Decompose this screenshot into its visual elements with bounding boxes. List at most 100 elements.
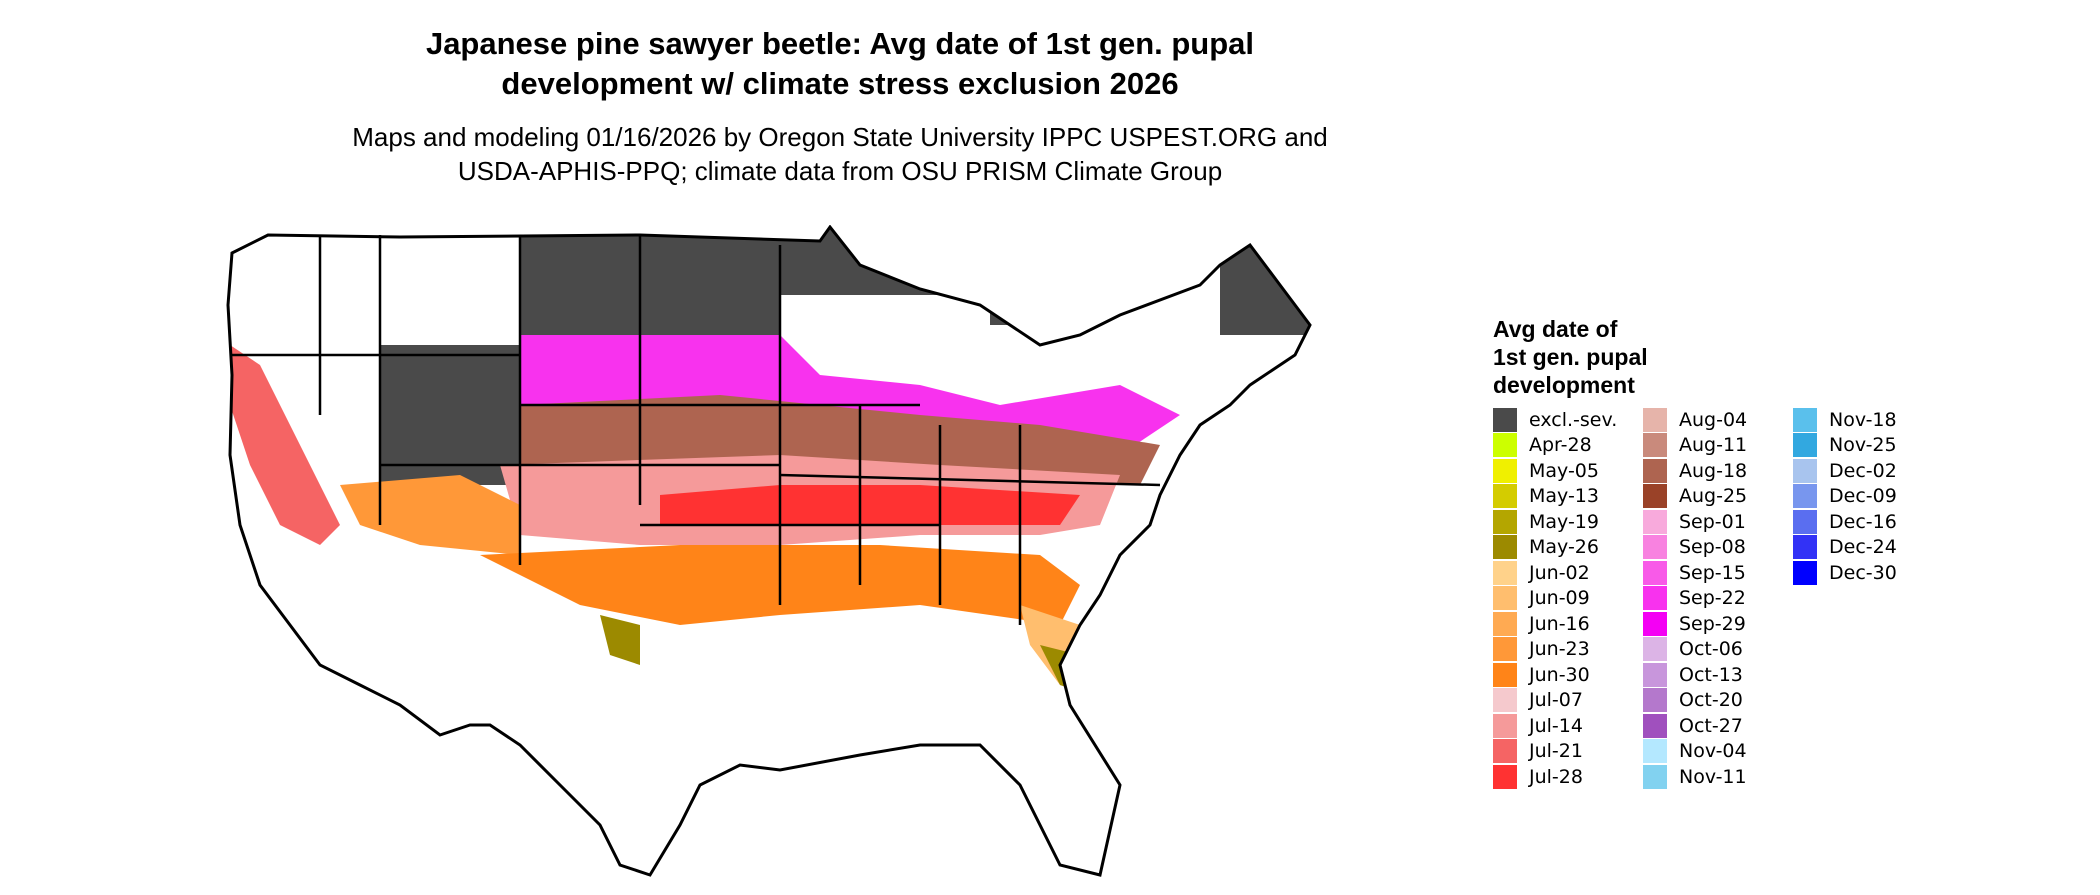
legend-label: Jul-14 — [1529, 714, 1583, 737]
legend-swatch — [1643, 713, 1667, 738]
legend-item: May-26 — [1493, 535, 1643, 561]
legend-item: Nov-18 — [1793, 407, 1943, 433]
legend-swatch — [1643, 458, 1667, 483]
legend-item: Jul-28 — [1493, 764, 1643, 790]
map-title-line-1: Japanese pine sawyer beetle: Avg date of… — [425, 26, 1255, 61]
legend-column: Nov-18 Nov-25 Dec-02 Dec-09 Dec-16 Dec-24 Dec-… — [1793, 407, 1943, 790]
legend-item: Jul-14 — [1493, 713, 1643, 739]
legend-label: Oct-20 — [1679, 689, 1743, 712]
legend-label: Jun-09 — [1529, 587, 1590, 610]
legend-item: Oct-06 — [1643, 637, 1793, 663]
legend-label: Dec-24 — [1829, 536, 1897, 559]
legend-item: Oct-13 — [1643, 662, 1793, 688]
legend-swatch — [1493, 509, 1517, 534]
legend-swatch — [1643, 535, 1667, 560]
legend-item: Dec-30 — [1793, 560, 1943, 586]
map-subtitle: Maps and modeling 01/16/2026 by Oregon S… — [230, 120, 1450, 188]
region-wyoming-excluded — [380, 345, 540, 485]
legend-swatch — [1793, 484, 1817, 509]
legend-label: Oct-27 — [1679, 714, 1743, 737]
legend-swatch — [1643, 611, 1667, 636]
legend-item: Jun-30 — [1493, 662, 1643, 688]
legend-label: Jun-16 — [1529, 612, 1590, 635]
legend-label: May-13 — [1529, 485, 1599, 508]
legend-label: Aug-11 — [1679, 434, 1748, 457]
legend-label: Jul-28 — [1529, 765, 1583, 788]
legend-label: Dec-09 — [1829, 485, 1897, 508]
legend-item: Jun-16 — [1493, 611, 1643, 637]
legend-column: Aug-04 Aug-11 Aug-18 Aug-25 Sep-01 Sep-08 Sep-… — [1643, 407, 1793, 790]
region-maine-excluded — [1220, 245, 1310, 335]
legend-swatch — [1793, 535, 1817, 560]
legend-swatch — [1493, 662, 1517, 687]
legend-swatch — [1493, 611, 1517, 636]
legend-item: Oct-27 — [1643, 713, 1793, 739]
legend-swatch — [1643, 586, 1667, 611]
legend-label: Aug-18 — [1679, 459, 1748, 482]
legend-label: Nov-04 — [1679, 740, 1747, 763]
legend-title-line-2: 1st gen. pupal — [1493, 344, 1648, 370]
legend-title-line-1: Avg date of — [1493, 316, 1618, 342]
legend-title: Avg date of 1st gen. pupal development — [1493, 315, 1943, 399]
legend-label: May-19 — [1529, 510, 1599, 533]
legend-label: Apr-28 — [1529, 434, 1592, 457]
legend-label: Oct-06 — [1679, 638, 1743, 661]
legend-label: Sep-22 — [1679, 587, 1746, 610]
legend-item: Nov-11 — [1643, 764, 1793, 790]
legend-item: Aug-25 — [1643, 484, 1793, 510]
legend-item: Oct-20 — [1643, 688, 1793, 714]
legend-label: Nov-11 — [1679, 765, 1747, 788]
legend-item: May-19 — [1493, 509, 1643, 535]
region-red-belt — [660, 485, 1080, 525]
legend-title-line-3: development — [1493, 372, 1635, 398]
legend-item: Jun-02 — [1493, 560, 1643, 586]
legend-item: Dec-16 — [1793, 509, 1943, 535]
legend-item: Sep-29 — [1643, 611, 1793, 637]
legend-label: Sep-01 — [1679, 510, 1746, 533]
legend-swatch — [1643, 407, 1667, 432]
legend-item: Jun-23 — [1493, 637, 1643, 663]
map-title: Japanese pine sawyer beetle: Avg date of… — [230, 24, 1450, 104]
region-upper-midwest-white — [780, 295, 990, 355]
legend-item: May-13 — [1493, 484, 1643, 510]
legend-label: Sep-15 — [1679, 561, 1746, 584]
legend-swatch — [1493, 458, 1517, 483]
legend-label: Nov-25 — [1829, 434, 1897, 457]
legend-swatch — [1493, 688, 1517, 713]
legend-label: Dec-02 — [1829, 459, 1897, 482]
legend-label: May-26 — [1529, 536, 1599, 559]
legend-label: Nov-18 — [1829, 408, 1897, 431]
legend-swatch — [1493, 713, 1517, 738]
legend-swatch — [1493, 484, 1517, 509]
legend-label: Jul-21 — [1529, 740, 1583, 763]
us-map — [226, 225, 1312, 877]
map-subtitle-line-2: USDA-APHIS-PPQ; climate data from OSU PR… — [457, 156, 1223, 186]
legend-label: Jun-02 — [1529, 561, 1590, 584]
legend-swatch — [1493, 764, 1517, 789]
legend-column: excl.-sev. Apr-28 May-05 May-13 May-19 May-26… — [1493, 407, 1643, 790]
legend-item: Nov-25 — [1793, 433, 1943, 459]
legend-swatch — [1793, 458, 1817, 483]
legend-label: Sep-29 — [1679, 612, 1746, 635]
legend-swatch — [1493, 586, 1517, 611]
legend-columns: excl.-sev. Apr-28 May-05 May-13 May-19 May-26… — [1493, 407, 1943, 790]
legend-swatch — [1643, 764, 1667, 789]
legend-swatch — [1643, 662, 1667, 687]
region-west-coast — [230, 345, 340, 545]
legend-swatch — [1793, 407, 1817, 432]
legend-label: Jul-07 — [1529, 689, 1583, 712]
legend-item: May-05 — [1493, 458, 1643, 484]
legend-item: Sep-01 — [1643, 509, 1793, 535]
legend-swatch — [1793, 509, 1817, 534]
legend-item: excl.-sev. — [1493, 407, 1643, 433]
legend-item: Sep-22 — [1643, 586, 1793, 612]
legend-item: Sep-08 — [1643, 535, 1793, 561]
region-great-lakes-white — [960, 325, 1200, 395]
region-southwest-orange — [340, 475, 520, 555]
map-title-line-2: development w/ climate stress exclusion … — [501, 66, 1179, 101]
legend-label: Aug-04 — [1679, 408, 1748, 431]
map-subtitle-line-1: Maps and modeling 01/16/2026 by Oregon S… — [352, 122, 1328, 152]
legend-label: Sep-08 — [1679, 536, 1746, 559]
legend-label: May-05 — [1529, 459, 1599, 482]
legend-label: excl.-sev. — [1529, 408, 1618, 431]
